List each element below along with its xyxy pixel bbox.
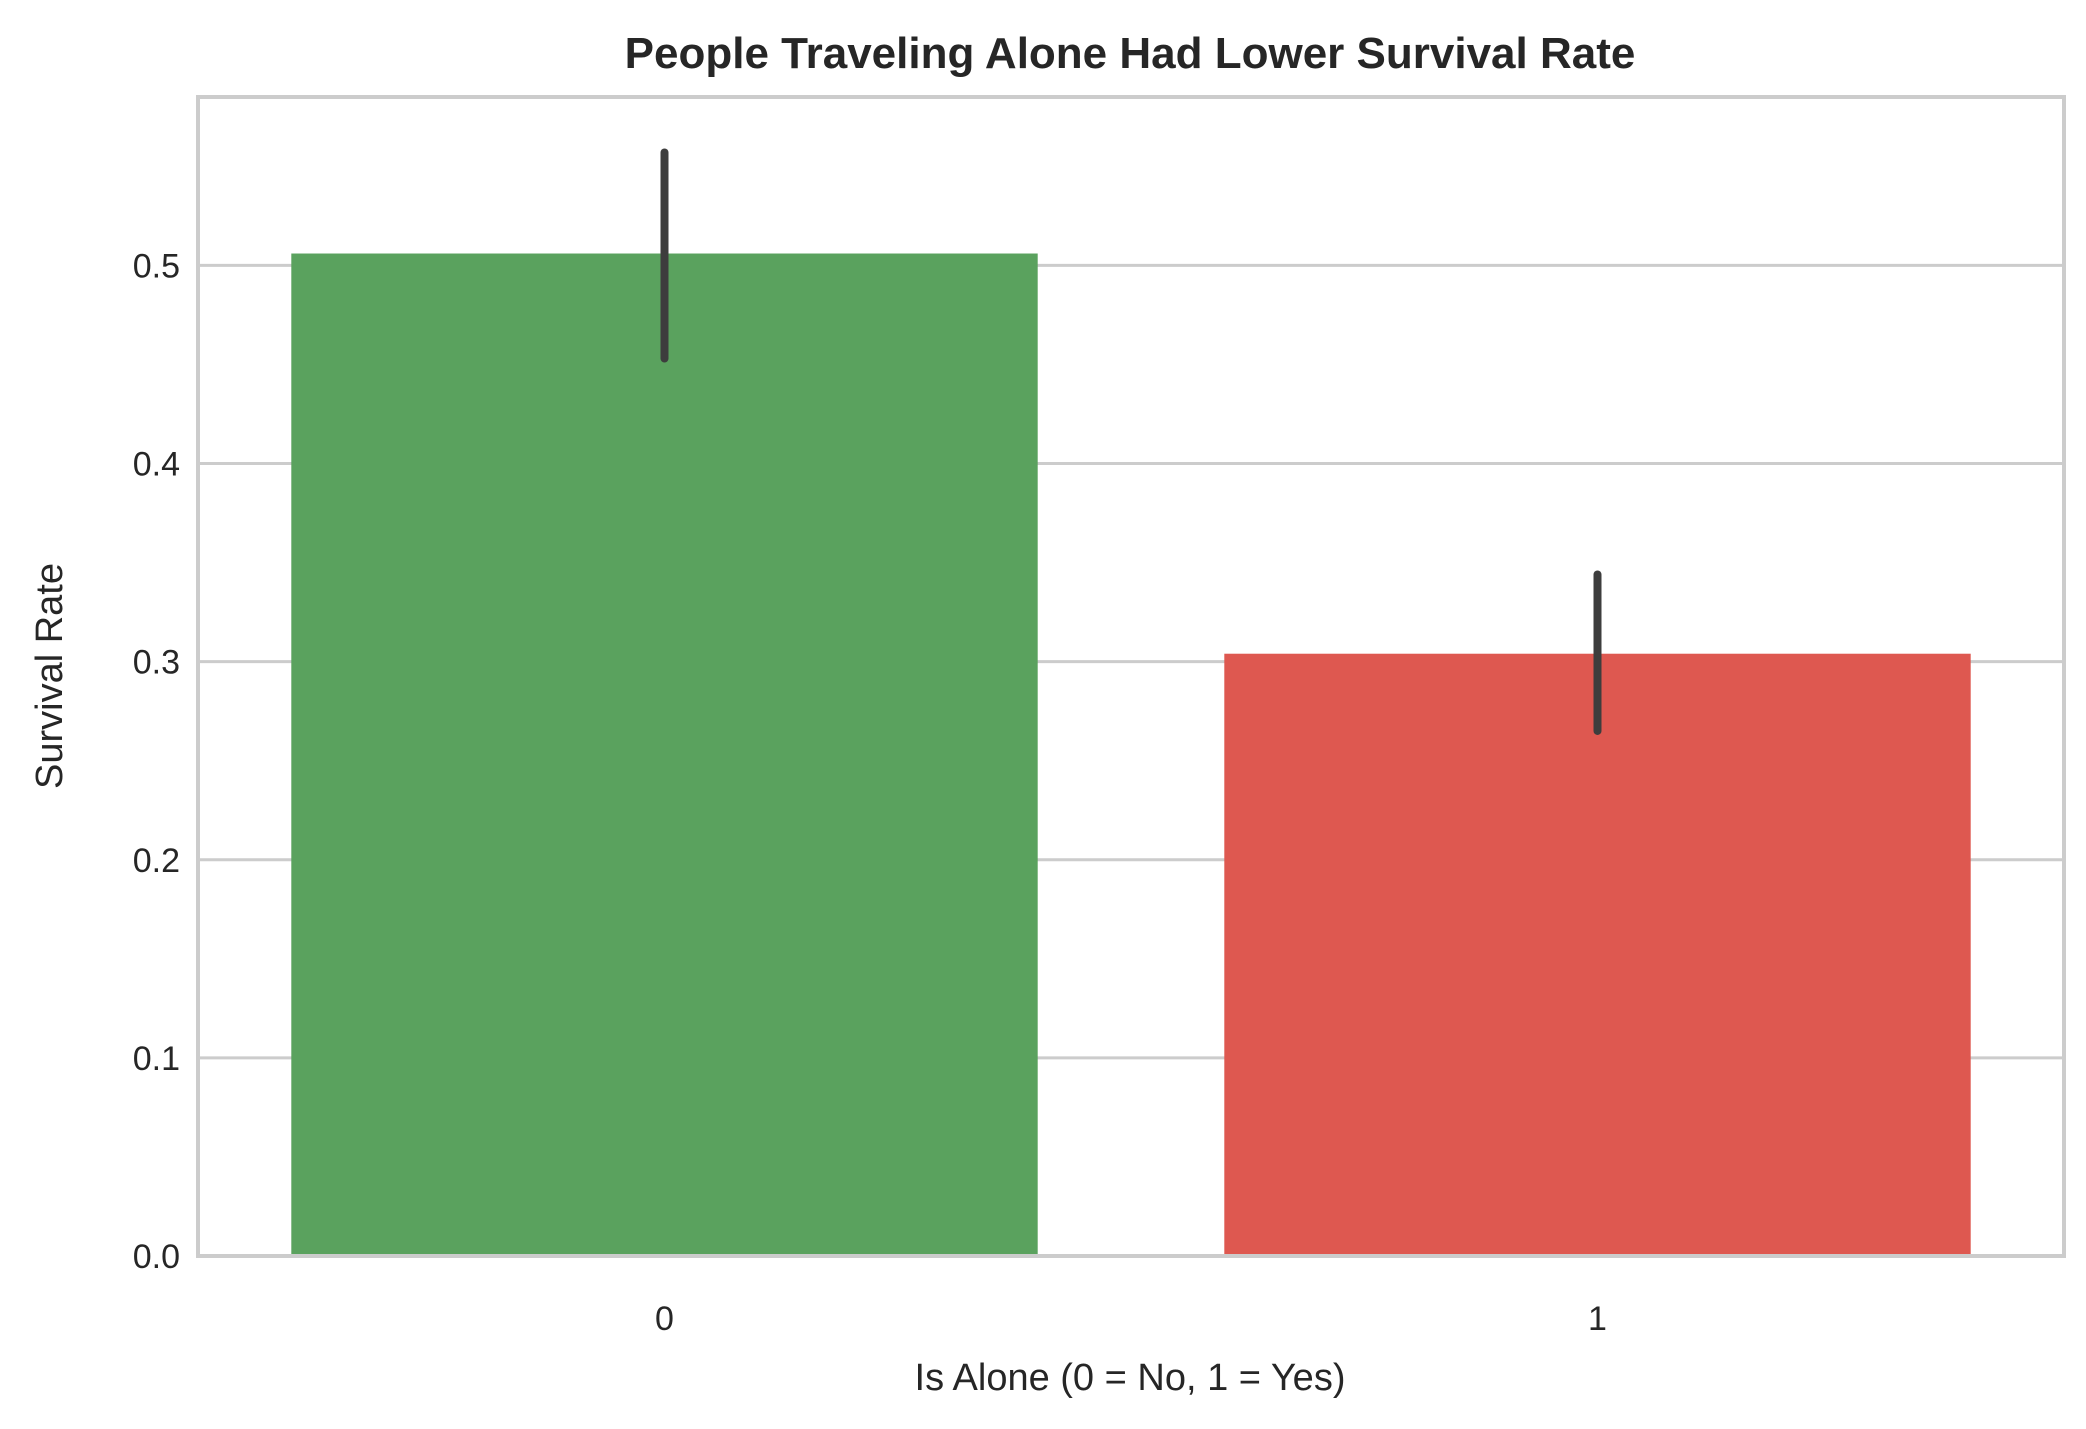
y-axis-label: Survival Rate: [29, 563, 71, 789]
x-tick-label: 0: [655, 1300, 674, 1338]
plot-frame: [196, 95, 2066, 1258]
y-tick-label: 0.4: [133, 446, 180, 484]
bar-0: [291, 253, 1038, 1256]
chart-title: People Traveling Alone Had Lower Surviva…: [625, 29, 1636, 78]
y-tick-label: 0.3: [133, 644, 180, 682]
y-tick-label: 0.2: [133, 842, 180, 880]
y-tick-labels: 0.0 0.1 0.2 0.3 0.4 0.5: [133, 247, 180, 1276]
y-tick-label: 0.5: [133, 247, 180, 285]
x-tick-label: 1: [1588, 1300, 1607, 1338]
y-tick-label: 0.0: [133, 1238, 180, 1276]
bar-layer: [291, 253, 1971, 1256]
error-bar-layer: [660, 148, 1602, 735]
y-tick-label: 0.1: [133, 1040, 180, 1078]
x-axis-label: Is Alone (0 = No, 1 = Yes): [915, 1357, 1346, 1399]
bar-1: [1224, 653, 1971, 1256]
